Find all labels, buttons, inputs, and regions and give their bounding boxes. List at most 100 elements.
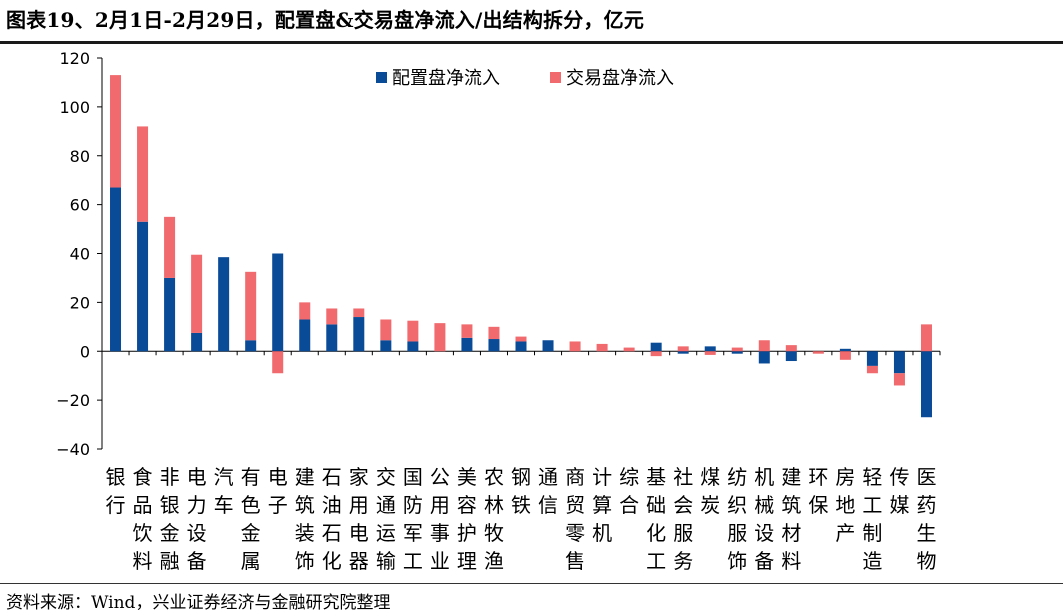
x-category-label: 商贸零售	[565, 465, 585, 573]
bar-trading	[515, 336, 527, 342]
bar-trading	[731, 347, 743, 352]
bar-trading	[569, 341, 581, 352]
category-labels: 银行食品饮料非银金融电力设备汽车有色金属电子建筑装饰石油石化家用电器交通运输国防…	[106, 465, 937, 573]
x-category-label: 建筑材料	[781, 465, 801, 573]
bar-allocation	[137, 221, 149, 352]
x-category-label: 环保	[808, 465, 828, 517]
bar-allocation	[407, 341, 419, 352]
x-category-label: 社会服务	[673, 465, 693, 573]
y-tick-label: −20	[56, 391, 90, 410]
bar-allocation	[353, 317, 365, 352]
bar-trading	[866, 365, 878, 374]
bar-allocation	[326, 324, 338, 352]
bar-allocation	[542, 340, 554, 352]
bar-allocation	[839, 348, 851, 352]
x-category-label: 传媒	[889, 465, 909, 517]
x-category-label: 综合	[619, 465, 639, 517]
bar-trading	[137, 126, 149, 222]
chart-canvas: −40 −20 0 20 40 60 80 100 120 配置盘净流入 交易盘净流入 银行食品饮…	[56, 49, 941, 573]
x-category-label: 交通运输	[376, 465, 396, 573]
bar-trading	[920, 324, 932, 352]
legend-trading: 交易盘净流入	[550, 68, 674, 89]
x-category-label: 农林牧渔	[484, 465, 504, 573]
bar-allocation	[704, 346, 716, 352]
y-tick-label: 100	[59, 98, 90, 117]
x-category-label: 钢铁	[511, 465, 531, 517]
y-tick-label: 120	[59, 49, 90, 68]
x-category-label: 机械设备	[754, 465, 774, 573]
bar-allocation	[110, 187, 122, 352]
bar-trading	[893, 373, 905, 386]
bar-trading	[596, 343, 608, 352]
bar-trading	[299, 302, 311, 320]
bar-trading	[434, 323, 446, 352]
y-tick-label: 60	[70, 196, 90, 215]
x-category-label: 轻工制造	[862, 465, 882, 573]
bar-trading	[650, 351, 662, 357]
x-category-label: 家用电器	[349, 465, 369, 573]
bar-trading	[326, 308, 338, 325]
bar-allocation	[461, 337, 473, 352]
bar-allocation	[218, 257, 230, 352]
x-category-label: 公用事业	[430, 465, 450, 573]
bar-allocation	[272, 253, 284, 352]
bar-trading	[488, 326, 500, 340]
x-category-label: 计算机	[592, 465, 612, 545]
x-category-label: 电力设备	[187, 465, 207, 573]
bar-allocation	[677, 351, 689, 354]
bar-trading	[164, 216, 176, 278]
bar-allocation	[299, 319, 311, 352]
bars	[110, 75, 932, 418]
bar-trading	[839, 351, 851, 360]
x-category-label: 基础化工	[646, 465, 666, 573]
bar-trading	[380, 319, 392, 341]
source-note: 资料来源：Wind，兴业证券经济与金融研究院整理	[6, 593, 391, 613]
bar-allocation	[785, 351, 797, 362]
legend-swatch	[376, 72, 387, 83]
bar-allocation	[866, 351, 878, 366]
x-category-label: 食品饮料	[133, 465, 153, 573]
y-tick-label: 0	[80, 342, 90, 361]
bar-allocation	[650, 342, 662, 352]
bar-trading	[272, 351, 284, 374]
x-category-label: 房地产	[835, 465, 855, 545]
bar-trading	[758, 340, 770, 352]
bar-trading	[623, 347, 635, 352]
y-tick-label: 20	[70, 293, 90, 312]
y-tick-label: −40	[56, 440, 90, 459]
x-category-label: 汽车	[214, 465, 234, 517]
bar-allocation	[893, 351, 905, 374]
bar-allocation	[920, 351, 932, 418]
bar-trading	[785, 345, 797, 352]
legend: 配置盘净流入 交易盘净流入	[376, 68, 674, 89]
bar-allocation	[758, 351, 770, 364]
bar-trading	[677, 346, 689, 352]
bar-trading	[461, 324, 473, 338]
x-category-label: 电子	[268, 465, 288, 517]
x-category-label: 有色金属	[241, 465, 261, 573]
bar-trading	[812, 351, 824, 354]
bar-trading	[353, 308, 365, 318]
x-category-label: 通信	[538, 465, 558, 517]
x-category-label: 国防军工	[403, 465, 423, 573]
x-category-label: 银行	[106, 465, 126, 517]
y-tick-label: 80	[70, 147, 90, 166]
chart-title: 图表19、2月1日-2月29日，配置盘&交易盘净流入/出结构拆分，亿元	[6, 8, 645, 32]
x-category-label: 建筑装饰	[295, 465, 315, 573]
x-category-label: 纺织服饰	[727, 465, 747, 573]
legend-swatch	[550, 72, 561, 83]
bar-trading	[704, 351, 716, 355]
legend-allocation: 配置盘净流入	[376, 68, 500, 89]
axes: −40 −20 0 20 40 60 80 100 120	[56, 49, 941, 459]
x-category-label: 石油石化	[322, 465, 342, 573]
bar-allocation	[515, 341, 527, 352]
bar-allocation	[164, 277, 176, 352]
bar-allocation	[380, 340, 392, 352]
bar-allocation	[731, 351, 743, 354]
bar-allocation	[245, 340, 257, 352]
bar-trading	[110, 75, 122, 188]
bar-allocation	[488, 339, 500, 352]
x-category-label: 非银金融	[160, 465, 180, 573]
legend-label: 配置盘净流入	[392, 68, 500, 89]
x-category-label: 医药生物	[916, 465, 936, 573]
